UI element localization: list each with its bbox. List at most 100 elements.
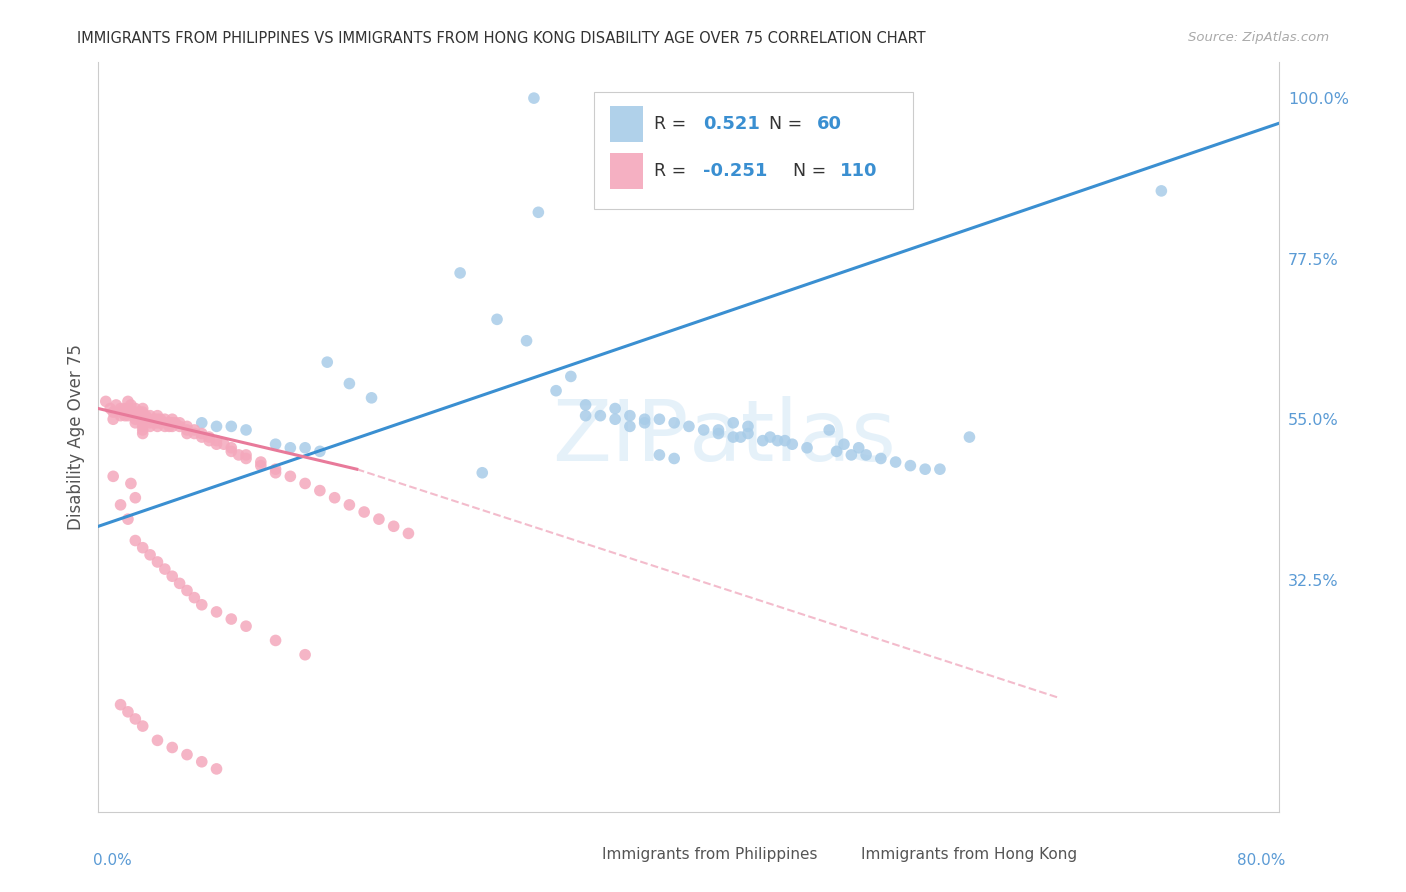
Point [323,491,346,505]
Point [759,430,782,444]
Point [135,412,157,426]
Point [103,469,125,483]
Point [228,448,250,462]
Point [264,466,287,480]
Point [132,541,155,555]
Point [153,416,176,430]
Point [648,448,671,462]
Point [1150,184,1173,198]
Point [575,409,598,423]
Point [124,533,146,548]
Point [841,448,863,462]
Point [149,412,172,426]
Point [162,569,183,583]
Point [523,91,546,105]
Point [471,466,494,480]
Point [169,419,191,434]
Point [117,705,139,719]
Point [221,612,243,626]
Text: N =: N = [769,115,808,133]
Point [135,409,157,423]
Point [117,512,139,526]
Text: -0.251: -0.251 [703,162,768,180]
Point [959,430,981,444]
Point [165,416,187,430]
Point [309,483,332,498]
Point [235,619,257,633]
Point [280,441,302,455]
Point [183,423,205,437]
Point [117,405,139,419]
Point [110,409,132,423]
Point [124,409,146,423]
Point [153,419,176,434]
Point [132,719,155,733]
Point [153,562,176,576]
Point [132,423,155,437]
Point [146,416,169,430]
Point [693,423,716,437]
Point [316,355,339,369]
Point [169,416,191,430]
Point [589,409,612,423]
Point [280,469,302,483]
Point [339,498,361,512]
Point [139,548,162,562]
Point [110,498,132,512]
Point [162,740,183,755]
Point [250,458,273,473]
Point [730,430,752,444]
Point [221,444,243,458]
Point [250,455,273,469]
Point [128,409,150,423]
Point [294,648,316,662]
Point [132,409,155,423]
Point [575,398,598,412]
Point [146,733,169,747]
Point [132,405,155,419]
Point [183,426,205,441]
Point [339,376,361,391]
Point [128,405,150,419]
Point [782,437,804,451]
Point [212,437,235,451]
Point [723,416,745,430]
FancyBboxPatch shape [571,842,595,865]
Point [143,412,166,426]
Point [855,448,877,462]
Text: IMMIGRANTS FROM PHILIPPINES VS IMMIGRANTS FROM HONG KONG DISABILITY AGE OVER 75 : IMMIGRANTS FROM PHILIPPINES VS IMMIGRANT… [77,31,927,46]
Point [143,416,166,430]
Point [198,434,221,448]
Point [449,266,471,280]
Point [120,476,142,491]
Point [157,416,180,430]
Point [176,426,198,441]
Point [235,448,257,462]
Text: atlas: atlas [689,395,897,479]
Point [648,412,671,426]
Point [105,398,128,412]
Point [914,462,936,476]
Point [110,698,132,712]
Point [825,444,848,458]
Point [110,401,132,416]
Point [124,405,146,419]
Point [309,444,332,458]
Point [221,441,243,455]
Point [146,412,169,426]
Text: 0.0%: 0.0% [93,853,131,868]
Point [162,416,183,430]
Point [191,598,214,612]
Point [870,451,893,466]
Point [634,412,657,426]
Point [848,441,870,455]
Point [94,394,117,409]
Point [162,419,183,434]
Point [198,430,221,444]
Point [294,441,316,455]
Point [486,312,509,326]
Point [153,412,176,426]
Point [664,416,686,430]
Point [929,462,952,476]
Point [114,409,136,423]
